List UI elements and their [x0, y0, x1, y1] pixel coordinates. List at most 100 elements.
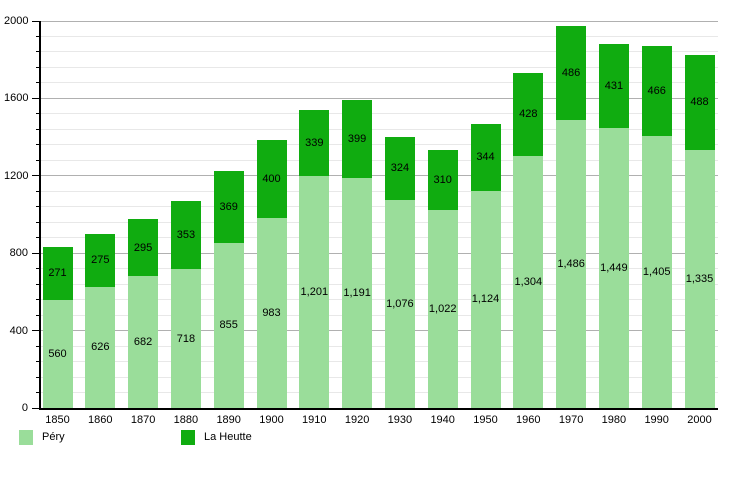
x-axis-label: 1970	[558, 414, 584, 426]
bar-segment-la-heutte: 369	[213, 171, 244, 243]
gridline	[41, 314, 718, 316]
bar-segment-la-heutte: 431	[598, 44, 629, 128]
y-axis-tick	[36, 268, 41, 270]
gridline	[41, 330, 718, 332]
y-axis-tick	[36, 299, 41, 301]
bar-value-label: 431	[604, 79, 624, 92]
bar-segment-la-heutte: 344	[470, 123, 501, 191]
bar-value-label: 466	[647, 85, 666, 98]
y-axis-tick	[36, 66, 41, 68]
x-axis-label: 2000	[687, 414, 712, 426]
gridline	[41, 82, 718, 84]
legend-item-pery: Péry	[19, 430, 65, 445]
y-axis-label: 1200	[4, 169, 29, 182]
y-axis-tick	[32, 97, 41, 99]
bar-value-label: 339	[305, 136, 324, 149]
y-axis-tick	[36, 345, 41, 347]
gridline	[41, 66, 718, 68]
legend-swatch	[181, 430, 195, 445]
gridline	[41, 144, 718, 146]
gridline	[41, 51, 718, 53]
bar-value-label: 275	[91, 254, 110, 267]
y-axis-tick	[36, 82, 41, 84]
bar-value-label: 1,449	[600, 261, 628, 274]
bar-segment-pery: 1,405	[641, 136, 672, 408]
gridline	[41, 376, 718, 378]
y-axis-tick	[32, 407, 41, 409]
y-axis-tick	[36, 314, 41, 316]
bar-value-label: 1,022	[428, 303, 457, 316]
x-axis-label: 1980	[601, 414, 627, 426]
bar-value-label: 488	[690, 96, 709, 109]
bar-value-label: 369	[219, 200, 238, 213]
y-axis-tick	[36, 35, 41, 37]
bar-value-label: 626	[91, 341, 110, 354]
bar-value-label: 855	[219, 319, 238, 332]
y-axis-tick	[36, 190, 41, 192]
bar-value-label: 400	[262, 173, 281, 186]
legend-swatch	[19, 430, 33, 445]
bar-segment-pery: 1,191	[342, 177, 373, 408]
bar-segment-pery: 1,335	[684, 149, 715, 408]
bar-value-label: 1,335	[685, 272, 714, 285]
y-axis-tick	[36, 361, 41, 363]
x-axis-label: 1990	[644, 414, 669, 426]
bar-segment-pery: 682	[128, 276, 159, 408]
gridline	[41, 35, 718, 37]
y-axis-label: 400	[9, 324, 28, 337]
legend-item-la-heutte: La Heutte	[181, 430, 252, 445]
y-axis-tick	[36, 376, 41, 378]
bar-value-label: 983	[262, 306, 281, 319]
bar-segment-la-heutte: 275	[85, 233, 116, 287]
bar-segment-pery: 1,304	[513, 155, 544, 408]
bar-value-label: 1,191	[343, 286, 371, 299]
y-axis-tick	[36, 392, 41, 394]
x-axis-label: 1930	[387, 414, 413, 426]
legend-label: La Heutte	[204, 431, 252, 443]
y-axis-tick	[36, 113, 41, 115]
x-axis-label: 1890	[216, 414, 241, 426]
bar-segment-la-heutte: 400	[256, 140, 287, 218]
y-axis-tick	[36, 237, 41, 239]
x-axis-label: 1910	[302, 414, 327, 426]
gridline	[41, 113, 718, 115]
legend-label: Péry	[42, 431, 65, 443]
y-axis-label: 2000	[4, 15, 29, 27]
x-axis-label: 1850	[45, 414, 70, 426]
bar-segment-la-heutte: 324	[384, 137, 415, 200]
bar-segment-pery: 983	[256, 217, 287, 408]
bar-value-label: 486	[561, 67, 581, 80]
gridline	[41, 206, 718, 208]
bar-segment-pery: 1,124	[470, 190, 501, 408]
y-axis-tick	[32, 252, 41, 254]
bar-value-label: 399	[347, 132, 367, 145]
gridline	[41, 392, 718, 394]
bar-segment-pery: 1,486	[556, 120, 587, 408]
x-axis-label: 1920	[344, 414, 370, 426]
bar-value-label: 682	[133, 336, 153, 349]
y-axis-label: 1600	[4, 92, 29, 105]
gridline	[41, 299, 718, 301]
bar-value-label: 310	[433, 174, 452, 187]
y-axis-tick	[36, 51, 41, 53]
gridline	[41, 252, 718, 254]
plot-area: 0 400 800 1200 1600 2000 560 271 1850 626 275 1860 6…	[4, 15, 718, 426]
bar-segment-pery: 1,076	[384, 199, 415, 408]
gridline	[41, 128, 718, 130]
gridline	[41, 283, 718, 285]
y-axis-tick	[36, 206, 41, 208]
gridline	[41, 268, 718, 270]
bar-value-label: 428	[519, 108, 538, 121]
y-axis-tick	[36, 128, 41, 130]
bar-segment-pery: 1,201	[299, 175, 330, 408]
bar-segment-la-heutte: 353	[170, 200, 201, 270]
bar-value-label: 1,304	[514, 275, 543, 288]
bar-segment-la-heutte: 428	[513, 72, 544, 156]
bar-value-label: 353	[176, 228, 196, 241]
bar-value-label: 344	[476, 151, 495, 164]
bar-segment-la-heutte: 486	[556, 26, 587, 121]
bar-segment-la-heutte: 295	[128, 218, 159, 277]
y-axis-tick	[32, 20, 41, 22]
bar-value-label: 295	[133, 241, 153, 254]
